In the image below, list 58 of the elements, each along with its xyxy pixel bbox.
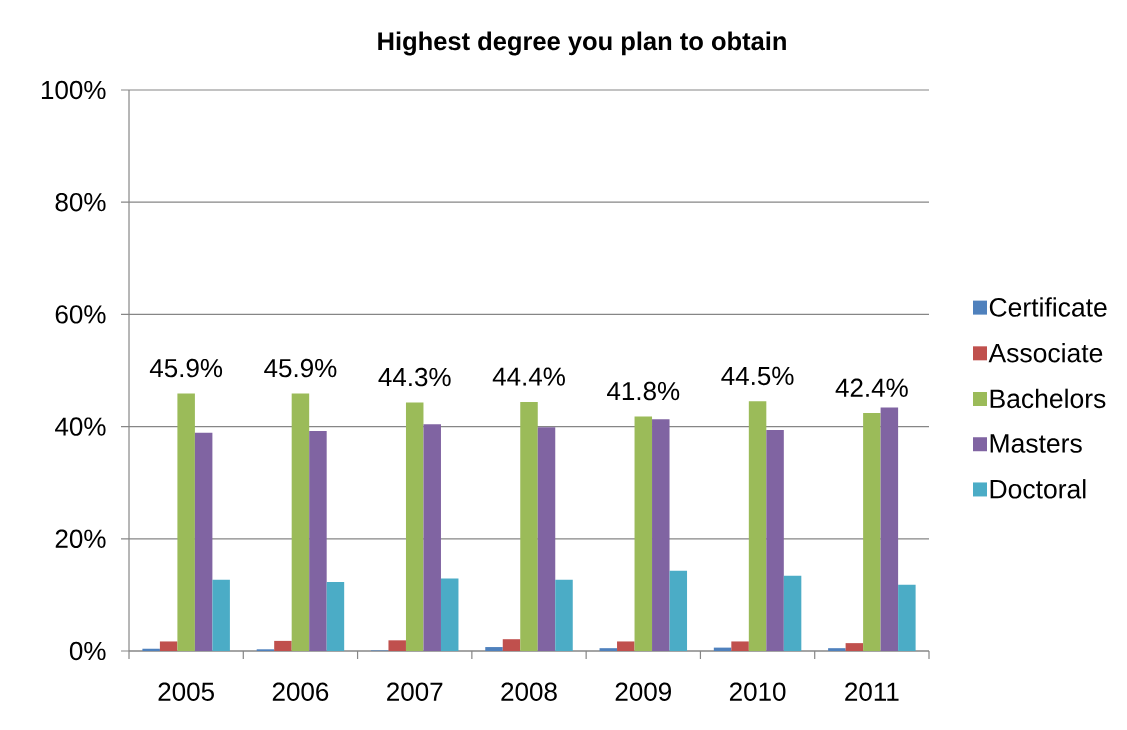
bar — [766, 429, 784, 651]
bar — [863, 413, 881, 651]
bar — [652, 419, 670, 651]
bar — [731, 641, 749, 651]
bar — [177, 393, 195, 651]
x-tick-label: 2009 — [615, 682, 671, 701]
bar — [291, 393, 310, 651]
legend-label: Certificate — [989, 297, 1107, 317]
bar — [898, 584, 916, 651]
bar — [783, 575, 802, 651]
bar — [274, 640, 292, 651]
y-tick-label: 80% — [55, 192, 106, 212]
bar — [388, 640, 406, 651]
bar — [617, 641, 635, 651]
bar — [159, 641, 178, 651]
bar — [555, 579, 573, 651]
bar — [828, 648, 846, 651]
bar — [212, 579, 230, 651]
bar — [440, 578, 459, 651]
bar — [880, 407, 899, 651]
legend-label: Associate — [988, 342, 1103, 363]
bar — [845, 643, 864, 651]
bar — [520, 401, 538, 651]
data-label: 42.4% — [835, 378, 908, 397]
bar — [309, 431, 327, 651]
y-tick-label: 0% — [69, 641, 106, 661]
legend-label: Bachelors — [990, 388, 1106, 409]
x-tick-label: 2008 — [501, 682, 557, 701]
x-tick-label: 2007 — [387, 682, 443, 701]
bar — [423, 424, 441, 651]
bar — [502, 639, 521, 651]
bar — [599, 648, 618, 651]
x-tick-label: 2011 — [845, 682, 899, 701]
bar — [405, 402, 424, 651]
data-label: 44.4% — [492, 367, 565, 386]
bar — [669, 570, 688, 651]
y-tick-label: 100% — [41, 80, 106, 100]
data-label: 45.9% — [149, 358, 223, 378]
bar — [142, 648, 160, 651]
y-tick-label: 40% — [55, 417, 106, 436]
data-label: 45.9% — [264, 358, 337, 378]
x-tick-label: 2005 — [158, 682, 214, 701]
data-label: 41.8% — [607, 381, 680, 401]
data-label: 44.3% — [378, 367, 451, 387]
x-tick-label: 2006 — [272, 682, 329, 701]
x-tick-label: 2010 — [729, 682, 786, 701]
bar — [485, 647, 503, 651]
legend-label: Doctoral — [990, 479, 1086, 499]
chart-title: Highest degree you plan to obtain — [378, 31, 786, 56]
legend-label: Masters — [990, 434, 1082, 453]
bar — [634, 416, 653, 651]
bar — [194, 432, 213, 651]
bar — [537, 427, 556, 651]
y-tick-label: 20% — [55, 529, 106, 548]
y-tick-label: 60% — [55, 305, 106, 324]
bar — [748, 401, 767, 651]
data-label: 44.5% — [721, 366, 794, 386]
bar — [326, 581, 345, 651]
